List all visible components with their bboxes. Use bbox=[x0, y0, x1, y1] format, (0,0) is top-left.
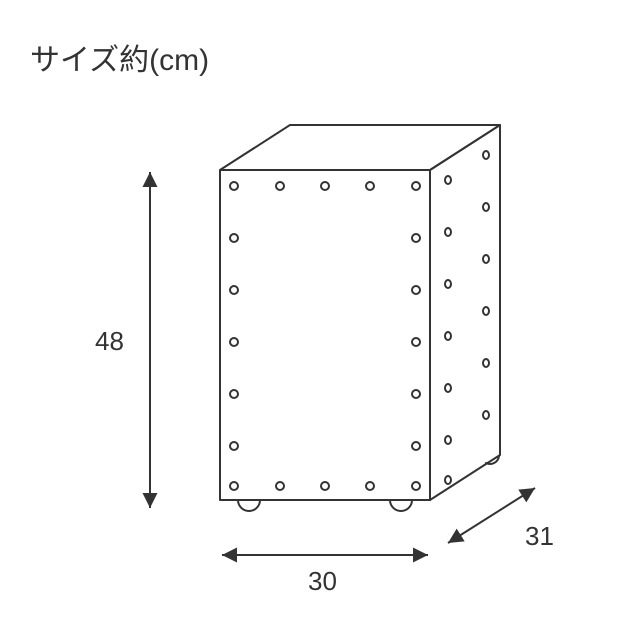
dim-depth-label: 31 bbox=[525, 521, 554, 551]
dim-depth-arrow bbox=[448, 488, 535, 543]
diagram: サイズ約(cm) bbox=[0, 0, 640, 640]
title: サイズ約(cm) bbox=[30, 44, 209, 77]
box-drawing bbox=[220, 125, 500, 511]
dim-width-label: 30 bbox=[308, 566, 337, 596]
dim-height-label: 48 bbox=[95, 326, 124, 356]
